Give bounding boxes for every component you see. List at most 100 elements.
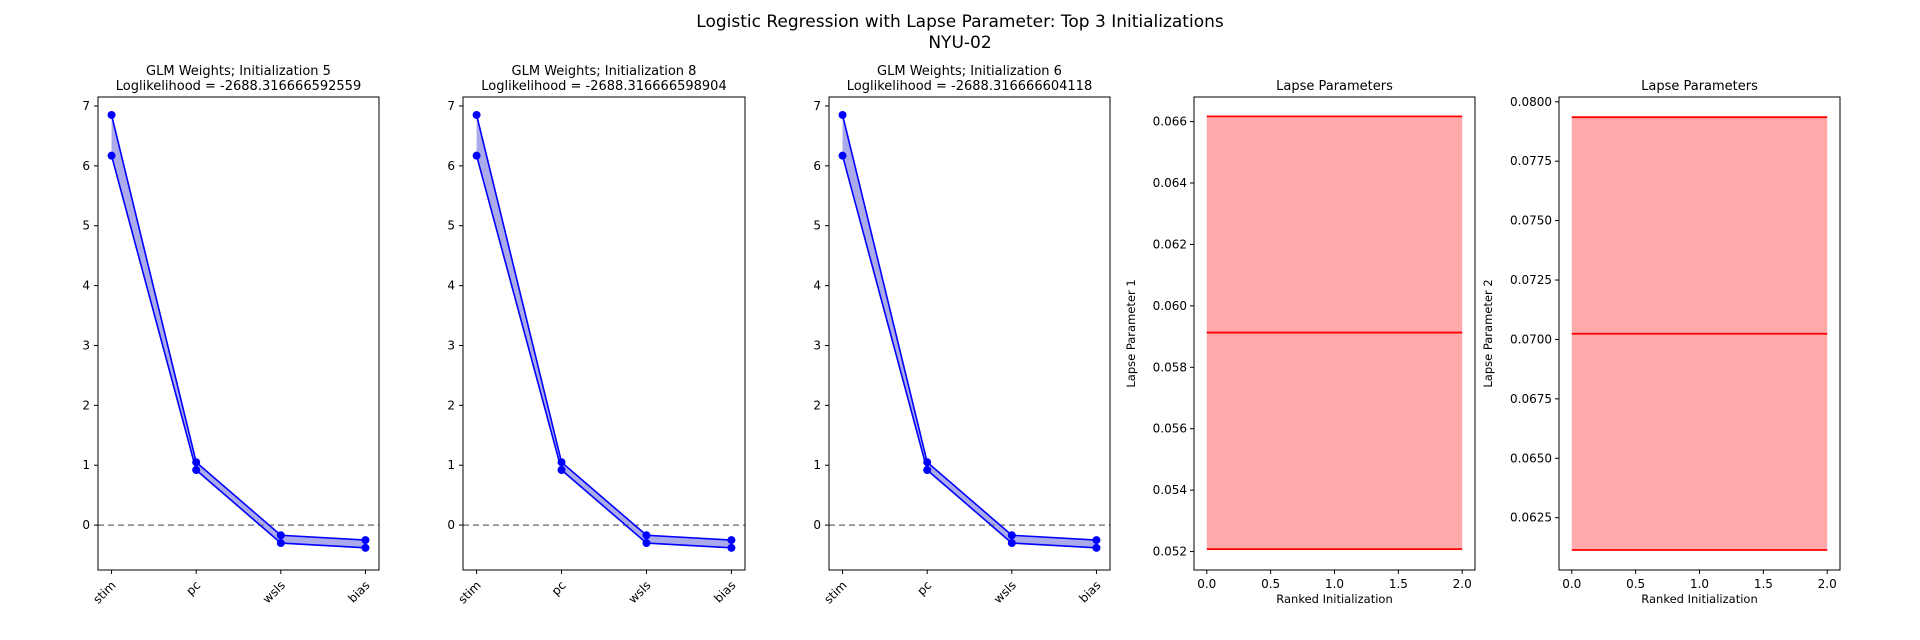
data-point-lower-pc <box>192 466 201 475</box>
data-point-upper-stim <box>838 110 847 119</box>
x-tick-label: 0.0 <box>1197 577 1216 591</box>
y-tick-label: 7 <box>82 99 90 113</box>
y-tick-label: 1 <box>813 458 821 472</box>
y-axis-label: Lapse Parameter 2 <box>1481 279 1495 387</box>
y-tick-label: 0.060 <box>1153 299 1187 313</box>
panel-title: GLM Weights; Initialization 5 <box>146 64 331 79</box>
x-tick-label-stim: stim <box>90 578 118 606</box>
data-point-lower-pc <box>923 466 932 475</box>
data-point-upper-wsls <box>1007 531 1016 540</box>
y-tick-label: 0.056 <box>1153 422 1187 436</box>
y-tick-label: 3 <box>82 338 90 352</box>
x-tick-label-wsls: wsls <box>991 578 1019 606</box>
data-point-upper-bias <box>727 536 736 545</box>
x-tick-label-pc: pc <box>549 578 569 598</box>
data-point-lower-stim <box>472 151 481 160</box>
data-point-lower-wsls <box>642 539 651 548</box>
weight-band <box>476 114 732 548</box>
y-tick-label: 0.062 <box>1153 237 1187 251</box>
series-line-lower <box>841 155 1097 549</box>
weight-band <box>842 114 1097 548</box>
y-tick-label: 0 <box>813 518 821 532</box>
panel-title: Lapse Parameters <box>1641 79 1758 94</box>
panel-subtitle: Loglikelihood = -2688.316666598904 <box>481 79 726 94</box>
x-tick-label-pc: pc <box>183 578 203 598</box>
y-tick-label: 3 <box>813 338 821 352</box>
x-axis-label: Ranked Initialization <box>1641 592 1757 606</box>
lapse-panel-param-2: Lapse Parameters 0.0625 0.0650 0.0675 0.0700… <box>1481 79 1841 606</box>
y-tick-label: 4 <box>813 279 821 293</box>
y-tick-label: 6 <box>447 159 455 173</box>
x-tick-label: 0.0 <box>1562 577 1581 591</box>
x-tick-label-stim: stim <box>821 578 849 606</box>
x-tick-label: 1.5 <box>1389 577 1408 591</box>
series-line-upper <box>841 114 1097 541</box>
y-tick-label: 0.0800 <box>1510 95 1552 109</box>
x-tick-label: 1.0 <box>1690 577 1709 591</box>
panel-subtitle: Loglikelihood = -2688.316666604118 <box>847 79 1092 94</box>
y-tick-label: 0.058 <box>1153 360 1187 374</box>
y-tick-label: 5 <box>813 219 821 233</box>
y-tick-label: 0.0775 <box>1510 154 1552 168</box>
x-tick-label-bias: bias <box>711 578 738 605</box>
y-tick-label: 3 <box>447 338 455 352</box>
y-axis-label: Lapse Parameter 1 <box>1124 279 1138 387</box>
figure-subtitle: NYU-02 <box>928 33 991 53</box>
series-line-upper <box>110 114 366 541</box>
panel-title: Lapse Parameters <box>1276 79 1393 94</box>
data-point-lower-wsls <box>1007 539 1016 548</box>
series-line-lower <box>110 155 366 549</box>
y-tick-label: 5 <box>82 219 90 233</box>
data-point-upper-wsls <box>642 531 651 540</box>
data-point-lower-bias <box>361 543 370 552</box>
data-point-lower-bias <box>727 543 736 552</box>
y-tick-label: 0 <box>447 518 455 532</box>
y-tick-label: 2 <box>447 398 455 412</box>
weight-band <box>111 114 366 548</box>
x-tick-label: 0.5 <box>1261 577 1280 591</box>
y-tick-label: 0 <box>82 518 90 532</box>
data-point-upper-stim <box>107 110 116 119</box>
x-tick-label-bias: bias <box>1076 578 1103 605</box>
series-line-upper <box>475 114 732 541</box>
figure-suptitle: Logistic Regression with Lapse Parameter… <box>696 12 1224 32</box>
y-tick-label: 0.0675 <box>1510 392 1552 406</box>
y-tick-label: 7 <box>813 99 821 113</box>
y-tick-label: 7 <box>447 99 455 113</box>
data-point-upper-wsls <box>276 531 285 540</box>
weights-panel-init-8: GLM Weights; Initialization 8Loglikeliho… <box>447 64 746 606</box>
y-tick-label: 2 <box>813 398 821 412</box>
x-tick-label-bias: bias <box>345 578 372 605</box>
y-tick-label: 0.0625 <box>1510 511 1552 525</box>
weights-panel-init-6: GLM Weights; Initialization 6Loglikeliho… <box>813 64 1111 606</box>
panel-title: GLM Weights; Initialization 6 <box>877 64 1062 79</box>
axes-frame <box>97 96 380 571</box>
panel-title: GLM Weights; Initialization 8 <box>512 64 697 79</box>
data-point-lower-stim <box>107 151 116 160</box>
series-line-lower <box>475 155 732 549</box>
data-point-lower-pc <box>557 466 566 475</box>
y-tick-label: 5 <box>447 219 455 233</box>
y-tick-label: 6 <box>813 159 821 173</box>
y-tick-label: 0.0750 <box>1510 214 1552 228</box>
y-tick-label: 4 <box>447 279 455 293</box>
panel-subtitle: Loglikelihood = -2688.316666592559 <box>116 79 361 94</box>
data-point-upper-bias <box>1092 536 1101 545</box>
data-point-upper-bias <box>361 536 370 545</box>
x-tick-label-pc: pc <box>914 578 934 598</box>
y-tick-label: 2 <box>82 398 90 412</box>
x-tick-label: 1.0 <box>1325 577 1344 591</box>
x-tick-label-stim: stim <box>455 578 483 606</box>
x-tick-label: 1.5 <box>1754 577 1773 591</box>
x-tick-label: 0.5 <box>1626 577 1645 591</box>
data-point-lower-wsls <box>276 539 285 548</box>
y-tick-label: 0.064 <box>1153 176 1187 190</box>
y-tick-label: 0.0700 <box>1510 332 1552 346</box>
axes-frame <box>462 96 746 571</box>
y-tick-label: 1 <box>82 458 90 472</box>
y-tick-label: 0.0650 <box>1510 451 1552 465</box>
x-axis-label: Ranked Initialization <box>1276 592 1392 606</box>
x-tick-label-wsls: wsls <box>626 578 654 606</box>
data-point-upper-stim <box>472 110 481 119</box>
